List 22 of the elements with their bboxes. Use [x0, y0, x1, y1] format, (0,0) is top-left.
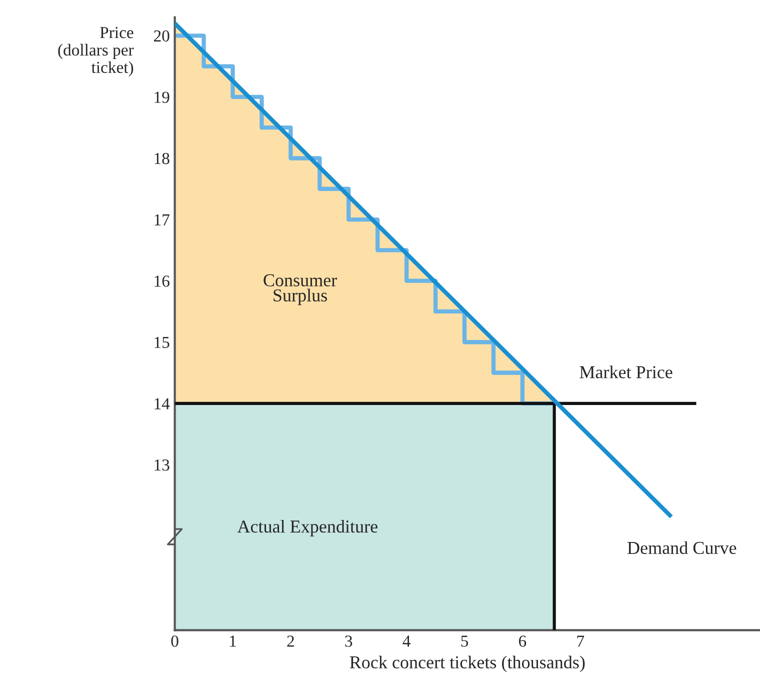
x-tick-label: 3 — [345, 636, 352, 647]
y-tick-label: 20 — [154, 30, 170, 42]
x-tick-label: 5 — [461, 636, 468, 647]
y-tick-label: 18 — [154, 152, 170, 164]
x-axis-title: Rock concert tickets (thousands) — [350, 656, 585, 672]
y-axis-title: Price (dollars per ticket) — [58, 26, 134, 76]
y-tick-label: 13 — [154, 459, 170, 471]
x-tick-label: 1 — [230, 636, 236, 647]
x-tick-label: 4 — [402, 636, 410, 647]
series-label: Consumer Surplus — [264, 274, 337, 306]
x-tick-label: 7 — [577, 636, 584, 647]
y-tick-label: 14 — [154, 398, 170, 410]
y-tick-label: 19 — [154, 92, 170, 103]
x-tick-label: 2 — [287, 636, 294, 647]
series-label: Actual Expenditure — [237, 520, 378, 536]
y-tick-label: 15 — [154, 336, 170, 348]
y-tick-label: 16 — [154, 276, 170, 287]
series-label: Demand Curve — [628, 541, 736, 554]
series-label: Market Price — [580, 366, 672, 378]
x-tick-label: 0 — [171, 636, 178, 647]
x-tick-label: 6 — [518, 636, 526, 647]
y-tick-label: 17 — [154, 214, 170, 226]
